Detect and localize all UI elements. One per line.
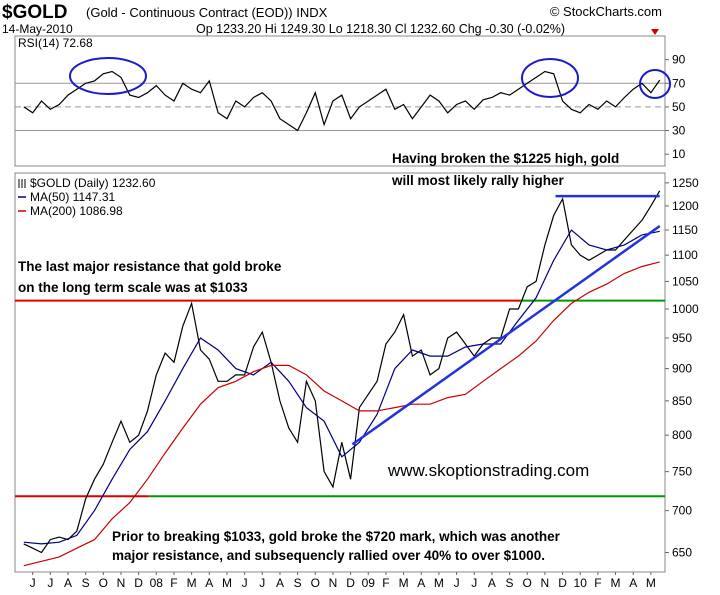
panel-border: [14, 35, 666, 167]
y-tick-label: 90: [672, 53, 686, 67]
highlight-circle: [69, 57, 147, 95]
source: © StockCharts.com: [550, 4, 662, 19]
annotation: on the long term scale was at $1033: [18, 280, 248, 295]
x-tick-label: A: [629, 576, 637, 590]
x-tick-label: A: [205, 576, 213, 590]
series-line: [23, 190, 661, 554]
y-tick-label: 850: [672, 394, 692, 408]
highlight-circle: [639, 69, 671, 99]
x-tick-label: 08: [150, 576, 164, 590]
trendline: [351, 225, 661, 446]
panel-title: RSI(14) 72.68: [18, 36, 93, 50]
x-tick-label: J: [471, 576, 477, 590]
x-tick-label: D: [134, 576, 143, 590]
annotation: The last major resistance that gold brok…: [18, 259, 282, 274]
title: $GOLD: [2, 2, 67, 23]
down-arrow: [651, 29, 659, 35]
x-tick-label: M: [434, 576, 444, 590]
x-tick-label: J: [454, 576, 460, 590]
x-tick-label: N: [329, 576, 338, 590]
x-tick-label: F: [594, 576, 601, 590]
annotation: Prior to breaking $1033, gold broke the …: [112, 529, 561, 544]
y-tick-label: 650: [672, 546, 692, 560]
y-tick-label: 1200: [672, 199, 699, 213]
x-tick-label: M: [611, 576, 621, 590]
x-tick-label: F: [382, 576, 389, 590]
y-tick-label: 1000: [672, 302, 699, 316]
annotation: Having broken the $1225 high, gold: [392, 151, 619, 166]
y-tick-label: 750: [672, 465, 692, 479]
x-tick-label: J: [259, 576, 265, 590]
date: 14-May-2010: [2, 22, 73, 36]
x-tick-label: A: [417, 576, 425, 590]
annotation: will most likely rally higher: [391, 173, 565, 188]
legend-label: $GOLD (Daily) 1232.60: [30, 176, 156, 190]
x-tick-label: 09: [362, 576, 376, 590]
y-tick-label: 1150: [672, 223, 698, 237]
x-tick-label: M: [646, 576, 656, 590]
x-tick-label: M: [222, 576, 232, 590]
y-tick-label: 30: [672, 124, 686, 138]
series-line: [23, 70, 661, 132]
x-tick-label: S: [82, 576, 90, 590]
y-tick-label: 700: [672, 504, 692, 518]
highlight-circle: [521, 58, 579, 98]
x-tick-label: J: [47, 576, 53, 590]
series-line: [23, 229, 660, 545]
panel-border: [14, 172, 666, 573]
y-tick-label: 1100: [672, 248, 698, 262]
x-tick-label: S: [506, 576, 514, 590]
annotation: major resistance, and subsequencly ralli…: [112, 548, 545, 563]
legend-label: MA(50) 1147.31: [30, 190, 115, 204]
series-line: [23, 261, 660, 567]
x-tick-label: A: [276, 576, 284, 590]
x-tick-label: D: [346, 576, 355, 590]
y-tick-label: 10: [672, 147, 686, 161]
y-tick-label: 1250: [672, 176, 699, 190]
x-tick-label: M: [399, 576, 409, 590]
x-tick-label: F: [170, 576, 177, 590]
y-tick-label: 800: [672, 428, 692, 442]
x-tick-label: A: [488, 576, 496, 590]
x-tick-label: O: [99, 576, 108, 590]
x-tick-label: S: [294, 576, 302, 590]
x-tick-label: J: [30, 576, 36, 590]
y-tick-label: 900: [672, 362, 692, 376]
x-tick-label: N: [117, 576, 126, 590]
quote: Op 1233.20 Hi 1249.30 Lo 1218.30 Cl 1232…: [196, 22, 565, 36]
x-tick-label: 10: [574, 576, 588, 590]
y-tick-label: 1050: [672, 274, 699, 288]
legend-label: MA(200) 1086.98: [30, 204, 123, 218]
x-tick-label: D: [558, 576, 567, 590]
x-tick-label: A: [64, 576, 72, 590]
x-tick-label: O: [523, 576, 532, 590]
annotation: www.skoptionstrading.com: [387, 461, 589, 480]
subtitle: (Gold - Continuous Contract (EOD)) INDX: [86, 5, 328, 20]
y-tick-label: 950: [672, 331, 692, 345]
x-tick-label: M: [187, 576, 197, 590]
y-tick-label: 70: [672, 76, 686, 90]
x-tick-label: O: [311, 576, 320, 590]
x-tick-label: N: [541, 576, 550, 590]
x-tick-label: J: [242, 576, 248, 590]
y-tick-label: 50: [672, 100, 686, 114]
